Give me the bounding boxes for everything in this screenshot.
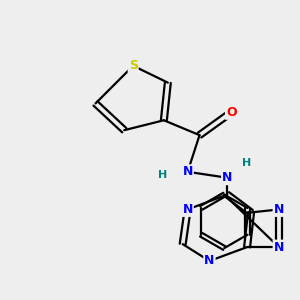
- Text: N: N: [182, 165, 193, 178]
- Text: H: H: [242, 158, 252, 168]
- Text: O: O: [226, 106, 237, 119]
- Text: N: N: [274, 241, 284, 254]
- Text: S: S: [129, 59, 138, 72]
- Text: N: N: [222, 171, 232, 184]
- Text: N: N: [274, 203, 284, 216]
- Text: N: N: [182, 203, 193, 216]
- Text: H: H: [158, 170, 167, 180]
- Text: N: N: [204, 254, 214, 268]
